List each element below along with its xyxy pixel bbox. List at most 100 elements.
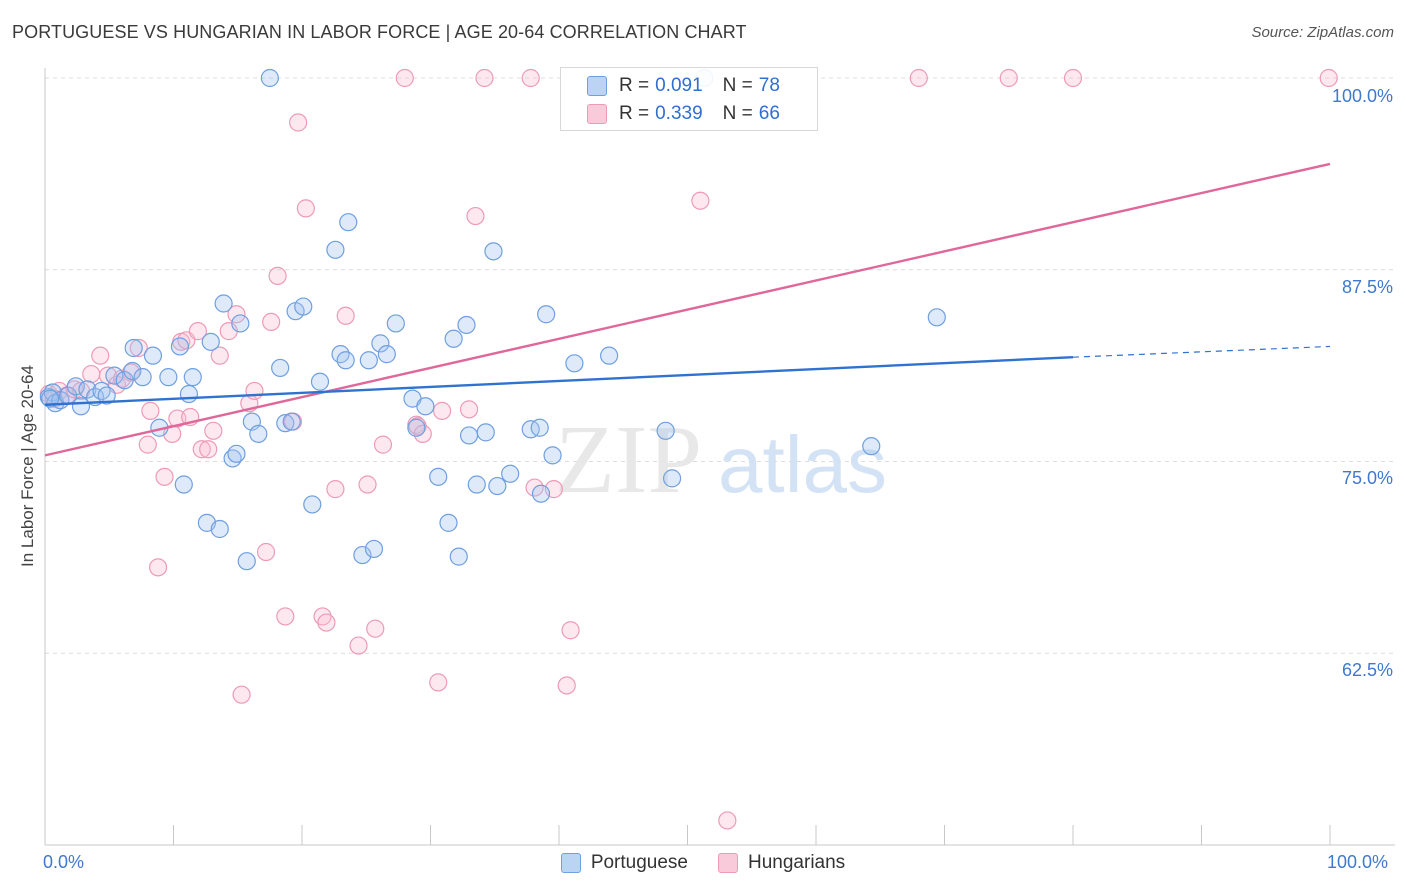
hungarians-point	[373, 435, 393, 454]
portuguese-point	[459, 426, 479, 445]
hungarians-points	[39, 68, 1338, 830]
hungarians-trend-line	[44, 162, 1331, 457]
hungarians-point	[432, 401, 452, 420]
hungarians-point	[245, 381, 264, 401]
hungarians-point	[349, 636, 368, 655]
portuguese-point	[377, 345, 396, 364]
hungarians-point	[561, 621, 580, 640]
portuguese-point	[159, 368, 178, 387]
legend-label-hungarians: Hungarians	[748, 852, 846, 873]
hungarians-point	[326, 480, 345, 499]
portuguese-point	[521, 420, 540, 439]
portuguese-point	[66, 377, 85, 396]
hungarians-point	[289, 113, 308, 132]
hungarians-point	[192, 440, 211, 459]
hungarians-point	[459, 400, 479, 419]
y-tick-label: 100.0%	[1331, 86, 1393, 106]
y-tick-label: 75.0%	[1341, 468, 1393, 488]
hungarians-point	[521, 68, 540, 88]
portuguese-point	[353, 545, 372, 565]
portuguese-point	[484, 242, 503, 261]
hungarians-point	[232, 685, 251, 704]
hungarians-point	[366, 619, 385, 638]
portuguese-point	[927, 308, 946, 327]
legend-item-portuguese[interactable]: Portuguese	[560, 852, 688, 874]
r-label: R =	[619, 75, 650, 96]
hungarians-point	[317, 613, 336, 632]
hungarians-point	[256, 542, 276, 562]
portuguese-point	[174, 475, 193, 494]
portuguese-point	[133, 368, 152, 387]
legend-item-hungarians[interactable]: Hungarians	[718, 852, 845, 874]
portuguese-point	[115, 371, 134, 390]
y-tick-label: 87.5%	[1341, 277, 1393, 297]
portuguese-point	[170, 337, 190, 356]
portuguese-point	[260, 68, 279, 88]
portuguese-point	[124, 338, 143, 358]
r-value: 0.339	[655, 103, 703, 124]
y-tick-label: 62.5%	[1341, 660, 1393, 680]
stats-legend: R = 0.091 N = 78 R = 0.339 N = 66	[560, 67, 818, 131]
x-tick-label-max: 100.0%	[1327, 852, 1389, 872]
hungarians-point	[141, 401, 160, 420]
portuguese-point	[359, 351, 378, 370]
portuguese-point	[862, 437, 881, 456]
portuguese-point	[444, 329, 463, 348]
portuguese-point	[407, 418, 426, 437]
portuguese-point	[123, 361, 142, 381]
stats-row-portuguese: R = 0.091 N = 78	[587, 73, 780, 99]
portuguese-point	[439, 513, 458, 532]
portuguese-point	[276, 414, 295, 433]
portuguese-point	[237, 552, 256, 571]
hungarians-point	[475, 68, 494, 88]
portuguese-points	[39, 68, 946, 571]
hungarians-point	[1319, 68, 1338, 88]
portuguese-point	[339, 213, 358, 232]
hungarians-point	[999, 68, 1018, 88]
portuguese-point	[530, 418, 549, 437]
portuguese-point	[371, 334, 390, 353]
n-label: N =	[722, 75, 753, 96]
portuguese-point	[179, 384, 199, 404]
r-value: 0.091	[655, 75, 703, 96]
axes	[44, 68, 1395, 846]
portuguese-point	[310, 372, 330, 391]
portuguese-point	[78, 380, 97, 399]
legend-label-portuguese: Portuguese	[590, 852, 688, 873]
portuguese-point	[201, 332, 220, 351]
portuguese-point	[476, 423, 495, 442]
portuguese-point	[249, 424, 268, 443]
hungarians-point	[296, 199, 315, 218]
hungarians-point	[262, 312, 281, 332]
portuguese-point	[457, 315, 476, 335]
portuguese-trend-extension	[1072, 345, 1331, 358]
portuguese-point	[105, 366, 124, 385]
hungarians-swatch	[587, 104, 607, 124]
portuguese-point	[183, 368, 202, 387]
portuguese-point	[501, 464, 520, 483]
r-label: R =	[619, 103, 650, 124]
hungarians-point	[204, 421, 223, 440]
portuguese-swatch	[560, 853, 581, 873]
chart-title: PORTUGUESE VS HUNGARIAN IN LABOR FORCE |…	[12, 22, 747, 42]
source-label: Source: ZipAtlas.com	[1251, 24, 1394, 41]
hungarians-point	[268, 266, 287, 285]
watermark: ZIP atlas	[555, 406, 887, 514]
hungarians-point	[429, 673, 448, 692]
n-label: N =	[722, 103, 753, 124]
portuguese-swatch	[587, 76, 607, 96]
portuguese-trend-line	[44, 355, 1074, 406]
portuguese-point	[294, 297, 313, 316]
hungarians-point	[691, 191, 710, 210]
hungarians-point	[466, 206, 485, 226]
hungarians-point	[91, 346, 110, 365]
portuguese-point	[271, 358, 290, 378]
hungarians-point	[395, 68, 414, 88]
portuguese-point	[429, 467, 448, 486]
portuguese-point	[336, 351, 355, 370]
portuguese-point	[600, 346, 619, 365]
portuguese-point	[364, 539, 384, 559]
series-legend: Portuguese Hungarians	[0, 852, 1406, 874]
portuguese-point	[656, 421, 675, 440]
